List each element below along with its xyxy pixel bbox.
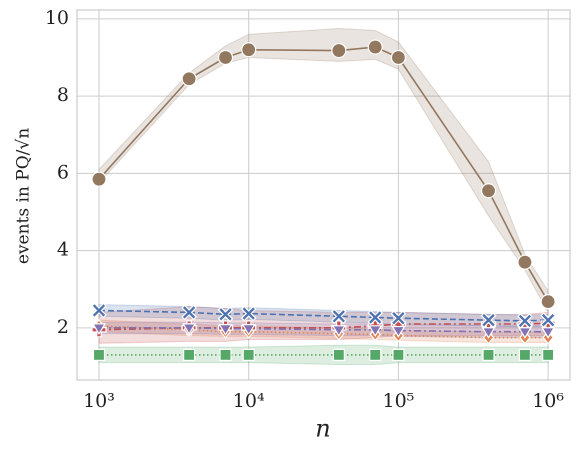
marker	[217, 306, 234, 323]
marker	[181, 71, 197, 87]
marker	[92, 348, 106, 361]
marker	[392, 348, 405, 361]
y-tick-label: 6	[57, 161, 69, 183]
x-tick-label: 10⁵	[383, 390, 415, 412]
marker	[331, 325, 346, 337]
marker	[182, 323, 197, 336]
marker	[183, 348, 196, 361]
marker	[517, 327, 532, 339]
marker	[391, 325, 406, 338]
y-tick-label: 10	[45, 7, 69, 29]
marker	[368, 325, 383, 337]
marker	[242, 348, 255, 361]
plot-frame	[76, 9, 571, 381]
marker	[517, 254, 533, 270]
series-line	[98, 325, 549, 339]
marker	[91, 302, 107, 319]
marker	[390, 310, 407, 327]
confidence-band	[98, 28, 549, 313]
marker	[480, 183, 497, 199]
marker	[367, 309, 384, 326]
lines	[98, 46, 549, 356]
y-axis-label: events in PQ/√n	[14, 128, 34, 264]
bands	[98, 28, 549, 366]
confidence-band	[98, 306, 549, 344]
marker	[241, 42, 257, 58]
series-line	[98, 46, 549, 303]
marker	[91, 323, 107, 336]
marker	[367, 39, 383, 55]
marker	[518, 348, 532, 361]
marker	[480, 312, 497, 328]
marker	[332, 348, 345, 361]
marker	[331, 42, 347, 59]
marker	[240, 305, 257, 322]
y-tick-label: 2	[57, 316, 69, 338]
marker	[542, 348, 555, 361]
x-axis-label: n	[315, 415, 330, 443]
marker	[91, 171, 107, 187]
x-tick-label: 10³	[83, 390, 115, 412]
marker	[517, 313, 533, 329]
marker	[541, 327, 556, 339]
marker	[218, 324, 233, 336]
confidence-band	[98, 304, 549, 328]
marker	[219, 348, 232, 361]
x-tick-label: 10⁶	[532, 390, 564, 412]
series-line	[98, 327, 549, 333]
marker	[181, 304, 197, 321]
series-line	[98, 309, 549, 322]
y-tick-label: 8	[57, 84, 69, 106]
marker	[540, 293, 556, 310]
y-tick-label: 4	[57, 239, 69, 261]
marker	[482, 348, 495, 361]
marker	[390, 49, 407, 66]
marker	[241, 324, 256, 336]
marker	[540, 312, 556, 328]
marker	[369, 348, 382, 361]
markers	[91, 39, 556, 361]
marker	[481, 327, 496, 339]
marker	[217, 49, 234, 66]
marker	[330, 308, 347, 325]
x-tick-label: 10⁴	[233, 390, 265, 412]
